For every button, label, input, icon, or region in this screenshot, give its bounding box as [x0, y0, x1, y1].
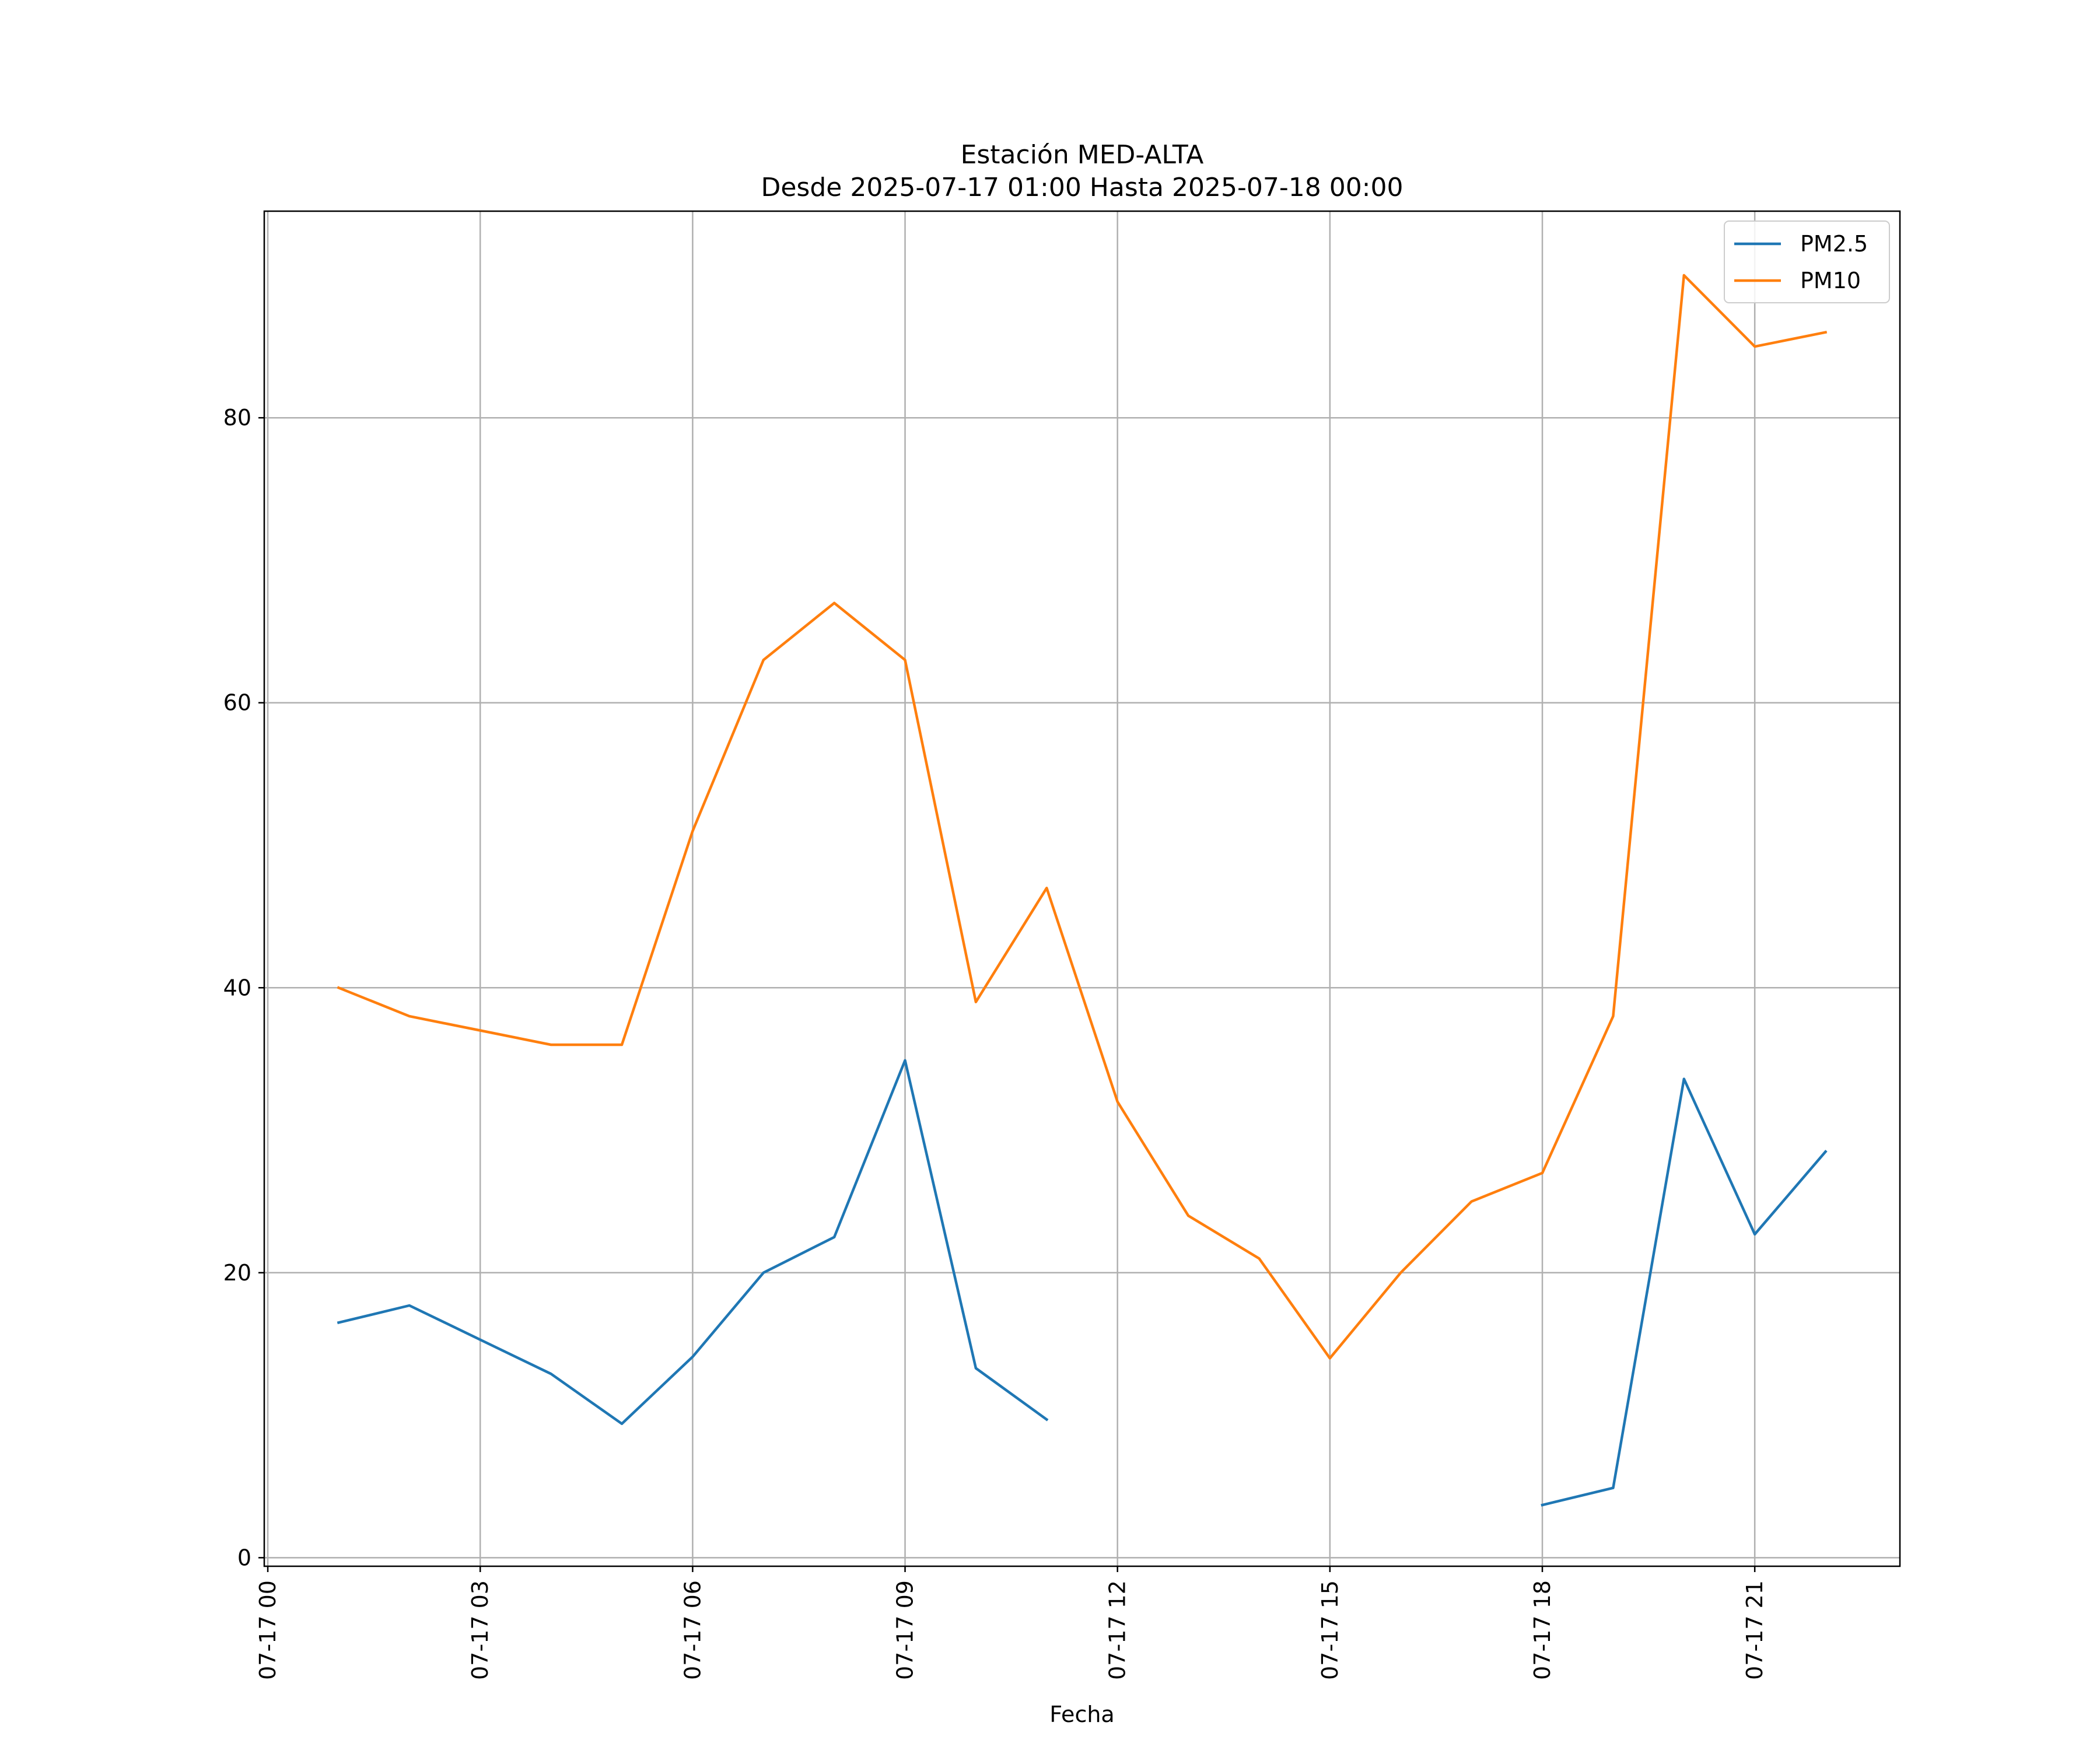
y-tick-label: 0: [237, 1545, 251, 1570]
legend: PM2.5 PM10: [1724, 220, 1890, 303]
x-tick-label: 07-17 21: [1742, 1580, 1768, 1680]
x-tick-label: 07-17 03: [467, 1580, 493, 1680]
series-line: [337, 274, 1828, 1360]
legend-label: PM10: [1800, 268, 1861, 293]
x-axis-label: Fecha: [1049, 1702, 1114, 1727]
grid-layer: [264, 211, 1900, 1566]
ticks-layer: 0 20 40 60 80 07-17 00 07-17 03 07-17 06 07-17 0…: [223, 405, 1768, 1680]
y-tick-label: 80: [223, 405, 251, 430]
x-tick-label: 07-17 15: [1317, 1580, 1343, 1680]
x-tick-label: 07-17 06: [680, 1580, 705, 1680]
x-tick-label: 07-17 09: [892, 1580, 918, 1680]
legend-box: [1724, 220, 1890, 303]
y-tick-label: 40: [223, 975, 251, 1000]
series-pm2-5: [337, 1059, 1828, 1507]
legend-label: PM2.5: [1800, 231, 1868, 257]
series-layer: [337, 274, 1828, 1507]
x-tick-label: 07-17 18: [1530, 1580, 1555, 1680]
chart-subtitle: Desde 2025-07-17 01:00 Hasta 2025-07-18 …: [761, 173, 1403, 202]
x-tick-label: 07-17 12: [1105, 1580, 1130, 1680]
series-pm10: [337, 274, 1828, 1360]
x-tick-label: 07-17 00: [255, 1580, 281, 1680]
y-tick-label: 60: [223, 690, 251, 716]
plot-frame: [263, 210, 1901, 1567]
chart-title: Estación MED-ALTA: [961, 140, 1204, 170]
y-tick-label: 20: [223, 1260, 251, 1286]
series-line: [337, 1059, 1828, 1507]
